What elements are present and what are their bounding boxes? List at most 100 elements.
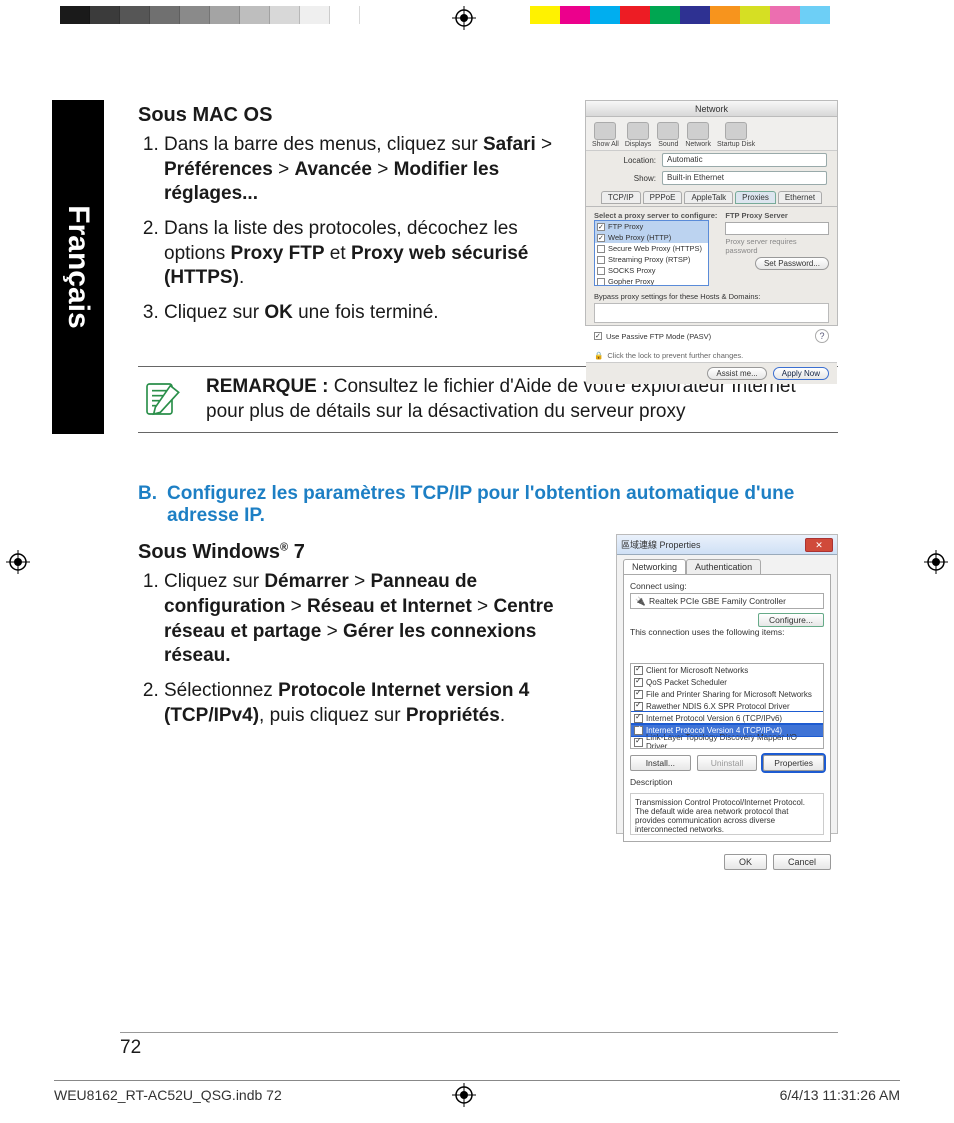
text: 7 <box>288 541 305 563</box>
mac-proxy-server-input[interactable] <box>725 222 829 235</box>
win-network-item[interactable]: Rawether NDIS 6.X SPR Protocol Driver <box>631 700 823 712</box>
win-adapter-field: 🔌 Realtek PCIe GBE Family Controller <box>630 593 824 609</box>
footer-filename: WEU8162_RT-AC52U_QSG.indb 72 <box>54 1087 282 1103</box>
mac-proxy-list[interactable]: FTP ProxyWeb Proxy (HTTP)Secure Web Prox… <box>594 220 709 286</box>
mac-toolbar-item[interactable]: Show All <box>592 122 619 148</box>
mac-proxy-item[interactable]: Secure Web Proxy (HTTPS) <box>595 243 708 254</box>
mac-tab[interactable]: Ethernet <box>778 191 822 204</box>
mac-list-header: Select a proxy server to configure: <box>594 211 717 220</box>
win-network-item[interactable]: Internet Protocol Version 6 (TCP/IPv6) <box>631 712 823 724</box>
text: > <box>372 159 394 180</box>
win-network-item[interactable]: Client for Microsoft Networks <box>631 664 823 676</box>
mac-pasv-checkbox[interactable] <box>594 332 602 340</box>
text: Dans la barre des menus, cliquez sur <box>164 134 483 155</box>
win-install-button[interactable]: Install... <box>630 755 691 771</box>
section-b-title: Configurez les paramètres TCP/IP pour l'… <box>167 483 838 527</box>
adapter-icon: 🔌 <box>635 596 645 606</box>
mac-show-select[interactable]: Built-in Ethernet <box>662 171 827 185</box>
lock-icon[interactable]: 🔒 <box>594 351 603 360</box>
mac-assist-button[interactable]: Assist me... <box>707 367 766 380</box>
mac-toolbar-item[interactable]: Network <box>685 122 711 148</box>
mac-proxy-item[interactable]: SOCKS Proxy <box>595 265 708 276</box>
win-network-item[interactable]: Link-Layer Topology Discovery Responder <box>631 748 823 749</box>
mac-proxy-item[interactable]: Gopher Proxy <box>595 276 708 286</box>
language-tab: Français <box>52 100 104 434</box>
text: Safari <box>483 134 536 155</box>
text: > <box>285 596 307 617</box>
mac-tab[interactable]: AppleTalk <box>684 191 733 204</box>
win-configure-button[interactable]: Configure... <box>758 613 824 627</box>
mac-proxy-item[interactable]: Web Proxy (HTTP) <box>595 232 708 243</box>
step: Dans la barre des menus, cliquez sur Saf… <box>164 133 568 207</box>
mac-toolbar: Show AllDisplays Sound NetworkStartup Disk <box>586 117 837 151</box>
mac-toolbar-item[interactable]: Displays <box>625 122 651 148</box>
text: Propriétés <box>406 705 500 726</box>
win-uninstall-button[interactable]: Uninstall <box>697 755 758 771</box>
mac-proxy-item[interactable]: FTP Proxy <box>595 221 708 232</box>
mac-bypass-input[interactable] <box>594 303 829 323</box>
text: > <box>273 159 295 180</box>
macos-steps: Dans la barre des menus, cliquez sur Saf… <box>138 133 568 326</box>
text: et <box>325 243 351 264</box>
win-desc-label: Description <box>630 777 824 787</box>
mac-toolbar-item[interactable]: Sound <box>657 122 679 148</box>
print-footer: WEU8162_RT-AC52U_QSG.indb 72 6/4/13 11:3… <box>54 1080 900 1103</box>
windows-screenshot: 區域連線 Properties ✕ Networking Authenticat… <box>616 534 838 834</box>
text: . <box>239 267 244 288</box>
step: Cliquez sur Démarrer > Panneau de config… <box>164 570 598 669</box>
text: Avancée <box>294 159 371 180</box>
step: Cliquez sur OK une fois terminé. <box>164 301 568 326</box>
win-items-label: This connection uses the following items… <box>630 627 824 637</box>
mac-apply-button[interactable]: Apply Now <box>773 367 829 380</box>
footer-rule <box>120 1032 838 1033</box>
text: une fois terminé. <box>293 302 439 323</box>
win-adapter-name: Realtek PCIe GBE Family Controller <box>649 596 786 606</box>
text: , puis cliquez sur <box>259 705 406 726</box>
step: Sélectionnez Protocole Internet version … <box>164 679 598 728</box>
mac-help-icon[interactable]: ? <box>815 329 829 343</box>
mac-location-select[interactable]: Automatic <box>662 153 827 167</box>
win-desc-text: Transmission Control Protocol/Internet P… <box>630 793 824 835</box>
mac-tabs: TCP/IPPPPoEAppleTalkProxiesEthernet <box>586 191 837 204</box>
mac-pasv-label: Use Passive FTP Mode (PASV) <box>606 332 711 341</box>
mac-proxy-password-note: Proxy server requires password <box>725 237 829 255</box>
mac-tab[interactable]: TCP/IP <box>601 191 641 204</box>
win-tabs: Networking Authentication <box>623 559 831 574</box>
section-b-heading: B. Configurez les paramètres TCP/IP pour… <box>138 483 838 527</box>
win-network-item[interactable]: Link-Layer Topology Discovery Mapper I/O… <box>631 736 823 748</box>
page-number: 72 <box>120 1037 141 1059</box>
win-title: 區域連線 Properties <box>621 538 701 551</box>
win-ok-button[interactable]: OK <box>724 854 767 870</box>
mac-tab[interactable]: PPPoE <box>643 191 683 204</box>
win7-steps: Cliquez sur Démarrer > Panneau de config… <box>138 570 598 728</box>
text: OK <box>264 302 293 323</box>
mac-proxy-server-label: FTP Proxy Server <box>725 211 829 220</box>
mac-toolbar-item[interactable]: Startup Disk <box>717 122 755 148</box>
text: > <box>321 621 343 642</box>
printer-grayscale-bar <box>60 6 360 24</box>
macos-screenshot: Network Show AllDisplaysSoundNetworkStar… <box>585 100 838 326</box>
mac-bypass-label: Bypass proxy settings for these Hosts & … <box>594 292 829 301</box>
win-close-button[interactable]: ✕ <box>805 538 833 552</box>
page: Français Sous MAC OS Dans la barre des m… <box>0 0 954 1123</box>
mac-set-password-button[interactable]: Set Password... <box>755 257 829 270</box>
text: . <box>500 705 505 726</box>
mac-tab[interactable]: Proxies <box>735 191 776 204</box>
win-tab-authentication[interactable]: Authentication <box>686 559 761 574</box>
registration-mark-icon <box>452 6 476 30</box>
note-icon <box>138 375 186 424</box>
mac-window-title: Network <box>586 101 837 117</box>
text: > <box>472 596 494 617</box>
win-network-item[interactable]: File and Printer Sharing for Microsoft N… <box>631 688 823 700</box>
registration-mark-icon <box>924 550 948 574</box>
text: Cliquez sur <box>164 302 264 323</box>
mac-proxy-item[interactable]: Streaming Proxy (RTSP) <box>595 254 708 265</box>
win-network-item[interactable]: QoS Packet Scheduler <box>631 676 823 688</box>
text: Sélectionnez <box>164 680 278 701</box>
win-titlebar: 區域連線 Properties ✕ <box>617 535 837 555</box>
win-properties-button[interactable]: Properties <box>763 755 824 771</box>
win-items-list[interactable]: Client for Microsoft NetworksQoS Packet … <box>630 663 824 749</box>
win-cancel-button[interactable]: Cancel <box>773 854 831 870</box>
registration-mark-icon <box>6 550 30 574</box>
win-tab-networking[interactable]: Networking <box>623 559 686 574</box>
